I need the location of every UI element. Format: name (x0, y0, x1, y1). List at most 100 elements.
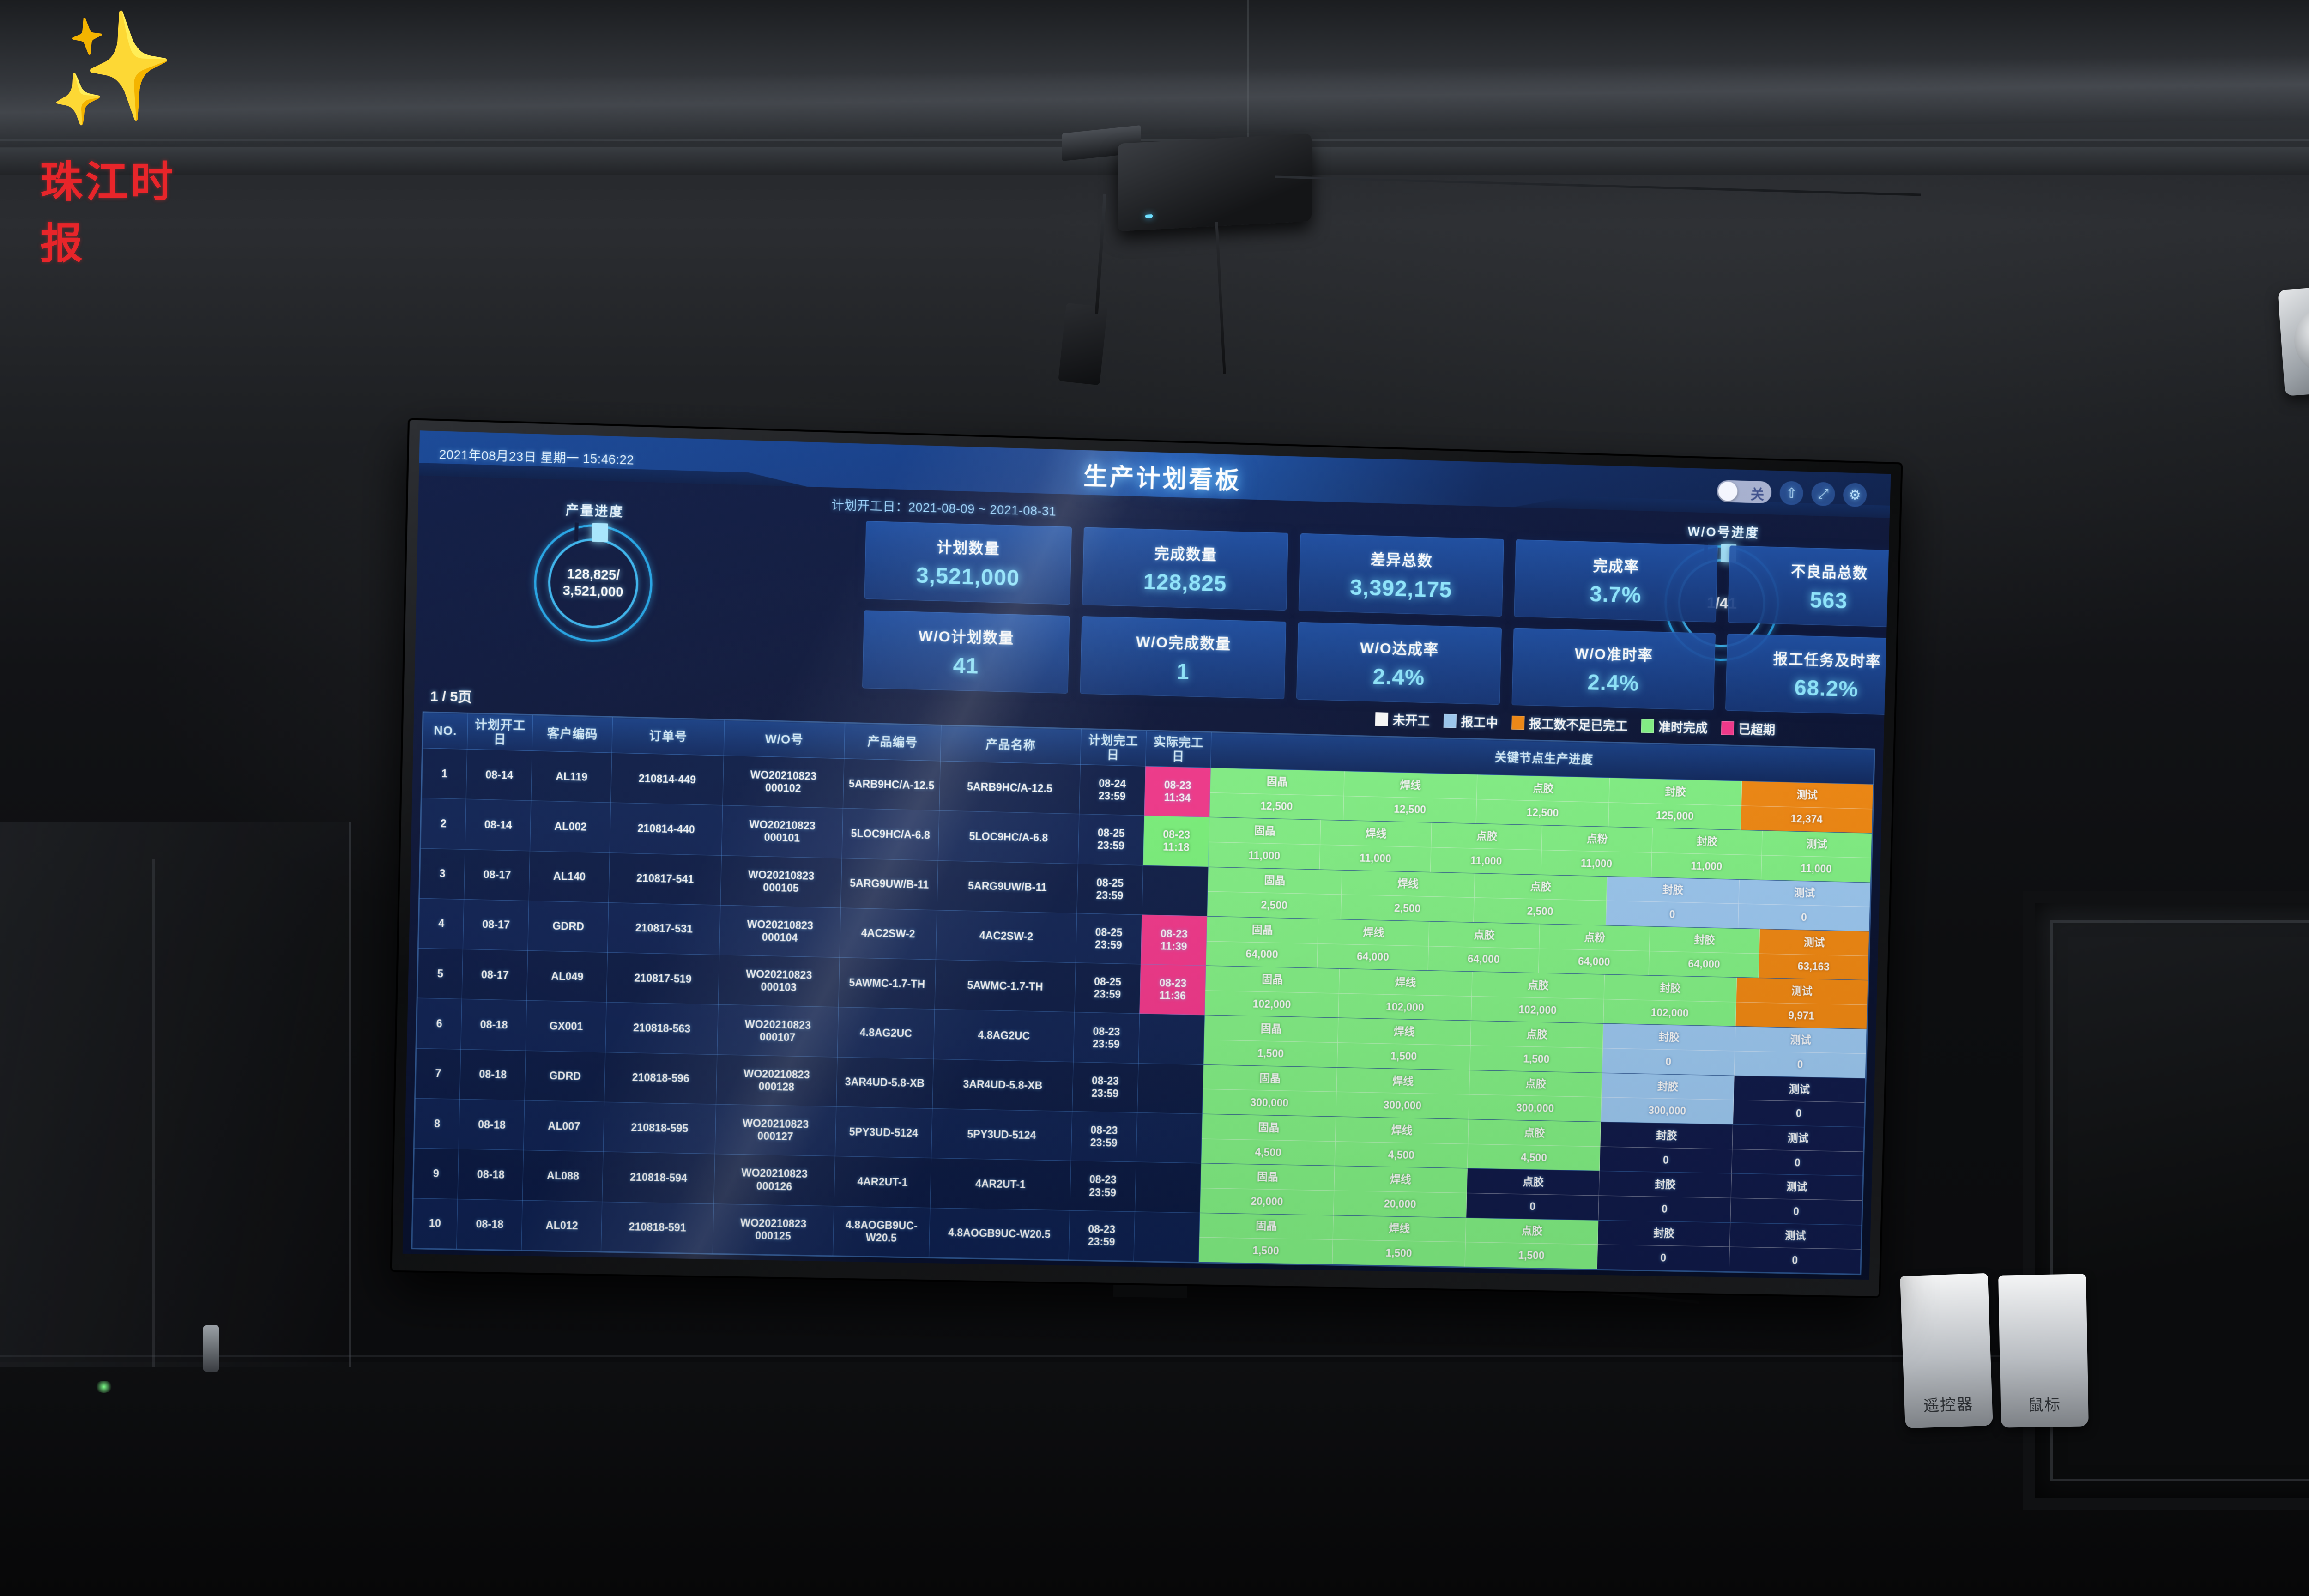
product-name: 5ARB9HC/A-12.5 (939, 761, 1080, 814)
kpi-card-label: 完成数量 (1154, 544, 1218, 563)
cable (1275, 175, 1921, 196)
node-step-name: 焊线 (1392, 1074, 1414, 1087)
product-code: 4AR2UT-1 (834, 1156, 931, 1208)
order-number: 210817-541 (609, 852, 722, 905)
node-step-value: 102,000 (1338, 993, 1472, 1021)
header-controls: 关 ⇧ ⤢ ⚙ (1717, 479, 1867, 508)
output-progress-gauge: 产量进度 128,825/ 3,521,000 (491, 498, 696, 645)
node-step-value: 0 (1602, 1048, 1735, 1076)
kpi-card-grid: 计划数量 3,521,000 完成数量 128,825 差异总数 3,392,175 完成率… (862, 521, 1891, 727)
node-step-value: 63,163 (1759, 953, 1868, 980)
node-step-value: 0 (1733, 1100, 1865, 1127)
kpi-card-value: 3,521,000 (916, 563, 1020, 591)
order-number: 210814-449 (610, 753, 724, 806)
tv-screen: 2021年08月23日 星期一 15:46:22 生产计划看板 关 ⇧ ⤢ ⚙ (402, 430, 1891, 1280)
node-step: 焊线 2,500 (1341, 870, 1475, 922)
node-step: 测试 0 (1738, 879, 1871, 931)
wall-vertical-seam (1247, 0, 1249, 157)
plan-start-date: 08-14 (465, 799, 532, 851)
node-step-name: 固晶 (1264, 874, 1286, 887)
node-step-name: 固晶 (1259, 1071, 1281, 1084)
watermark-logo: ✨ 珠江时报 (36, 0, 210, 268)
node-step-name: 焊线 (1391, 1124, 1413, 1137)
node-step: 点胶 64,000 (1428, 921, 1540, 973)
node-step-name: 点胶 (1473, 928, 1495, 941)
node-step-name: 测试 (1806, 838, 1828, 851)
plan-end-date: 08-24 23:59 (1079, 764, 1146, 816)
node-step: 点胶 1,500 (1465, 1218, 1599, 1269)
node-step-value: 102,000 (1205, 990, 1339, 1018)
node-step-name: 点胶 (1527, 979, 1549, 991)
kpi-card-value: 41 (953, 653, 979, 679)
product-code: 3AR4UD-5.8-XB (836, 1057, 934, 1109)
node-step: 测试 9,971 (1735, 978, 1868, 1029)
output-progress-completed: 128,825/ (567, 566, 620, 583)
table-header-cell: 产品编号 (844, 723, 942, 761)
node-step: 固晶 64,000 (1206, 916, 1319, 968)
actual-end-date (1135, 1162, 1201, 1213)
node-step-name: 点胶 (1532, 782, 1554, 795)
legend-label: 未开工 (1392, 713, 1430, 729)
output-progress-value: 128,825/ 3,521,000 (533, 523, 654, 644)
remote-holder-label: 遥控器 (1923, 1396, 1974, 1415)
node-step-value: 1,500 (1199, 1237, 1333, 1264)
row-number: 6 (416, 998, 462, 1050)
kpi-card-label: 报工任务及时率 (1773, 650, 1881, 670)
node-step-name: 封胶 (1696, 835, 1718, 848)
node-step-value: 300,000 (1601, 1097, 1733, 1124)
wo-number: WO20210823 000126 (713, 1154, 835, 1206)
auto-refresh-toggle[interactable]: 关 (1717, 480, 1772, 504)
plan-end-date: 08-23 23:59 (1070, 1111, 1137, 1162)
node-step-name: 封胶 (1656, 1129, 1677, 1142)
kpi-card-label: W/O准时率 (1574, 645, 1654, 664)
product-code: 5AWMC-1.7-TH (838, 957, 936, 1010)
node-step: 点胶 1,500 (1470, 1021, 1604, 1073)
order-number: 210818-596 (604, 1052, 717, 1105)
node-step-value: 11,000 (1431, 847, 1541, 875)
gear-icon[interactable]: ⚙ (1843, 483, 1867, 508)
table-body: 1 08-14 AL119 210814-449 WO20210823 000102 5AR… (412, 748, 1874, 1274)
node-step-name: 点胶 (1523, 1126, 1545, 1139)
node-step-name: 点胶 (1476, 829, 1498, 842)
wall-upper-band (0, 0, 2309, 152)
actual-end-date: 08-23 11:36 (1139, 964, 1206, 1016)
table-header-cell: 客户编码 (532, 715, 613, 753)
node-step-name: 焊线 (1390, 1173, 1412, 1185)
compress-icon[interactable]: ⤢ (1811, 482, 1836, 507)
wall-seam-lower (0, 1355, 2309, 1357)
upload-icon[interactable]: ⇧ (1779, 481, 1804, 506)
kpi-card-label: W/O达成率 (1360, 639, 1439, 658)
node-step-name: 点胶 (1521, 1225, 1543, 1237)
node-step-name: 固晶 (1256, 1220, 1277, 1233)
node-step-value: 0 (1730, 1197, 1862, 1225)
node-step-value: 1,500 (1337, 1042, 1470, 1070)
plan-start-date: 08-14 (466, 749, 532, 801)
plan-start-date: 08-18 (459, 1049, 526, 1100)
plan-start-date: 08-18 (458, 1149, 524, 1200)
product-name: 5AWMC-1.7-TH (934, 960, 1076, 1013)
customer-code: AL088 (522, 1150, 604, 1202)
node-step-value: 0 (1731, 1149, 1863, 1176)
node-step-value: 9,971 (1735, 1002, 1868, 1029)
production-table: NO. 计划开工日 客户编码 订单号 W/O号 产品编号 产品名称 计划完工日 实际完工日 关键节… (412, 712, 1874, 1274)
left-cabinet (0, 822, 351, 1367)
wo-number: WO20210823 000128 (716, 1054, 837, 1107)
product-name: 4AC2SW-2 (936, 910, 1077, 963)
legend-item: 已超期 (1721, 719, 1776, 738)
plan-start-date: 08-17 (464, 849, 530, 901)
order-number: 210817-531 (607, 902, 720, 955)
node-step-name: 封胶 (1655, 1178, 1676, 1191)
node-step-name: 测试 (1796, 788, 1818, 801)
node-step-value: 12,500 (1209, 792, 1344, 821)
legend-swatch (1721, 721, 1735, 735)
wall-speaker (2278, 283, 2309, 396)
plan-end-date: 08-23 23:59 (1070, 1161, 1136, 1212)
row-number: 9 (413, 1148, 459, 1199)
legend-item: 报工中 (1443, 712, 1498, 731)
legend-swatch (1511, 715, 1525, 730)
row-number: 4 (418, 898, 464, 949)
kpi-card-label: W/O计划数量 (918, 627, 1015, 647)
node-step-name: 封胶 (1658, 1031, 1680, 1044)
wo-number: WO20210823 000102 (722, 756, 844, 809)
